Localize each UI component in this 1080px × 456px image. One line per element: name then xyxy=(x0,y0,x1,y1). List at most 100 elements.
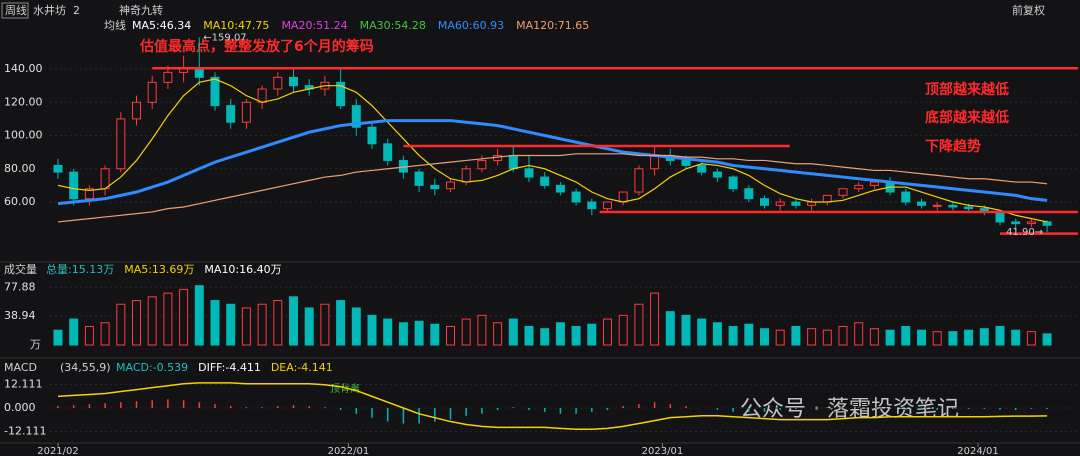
volume-title: 成交量 xyxy=(4,262,37,276)
adjust[interactable]: 前复权 xyxy=(1012,3,1045,17)
volume-bar xyxy=(555,322,565,346)
volume-bar xyxy=(226,303,236,346)
volume-bar xyxy=(697,318,707,346)
trough-label: 41.90→ xyxy=(1006,227,1043,238)
candle-body xyxy=(336,81,346,107)
annotation: 下降趋势 xyxy=(925,138,981,155)
volume-bar xyxy=(1026,331,1036,346)
x-tick-label: 2023/01 xyxy=(642,446,684,456)
candle-body xyxy=(555,184,565,193)
candle-body xyxy=(775,201,785,206)
volume-bar xyxy=(383,318,393,346)
y-tick-label: 12.111 xyxy=(4,378,43,391)
x-tick-label: 2021/02 xyxy=(37,446,79,456)
volume-bar xyxy=(241,307,251,346)
y-tick-label: 80.00 xyxy=(4,162,36,175)
volume-bar xyxy=(1042,333,1052,346)
volume-bar xyxy=(367,314,377,346)
candle-body xyxy=(273,76,283,90)
volume-bar xyxy=(163,292,173,346)
candle-body xyxy=(854,184,864,190)
volume-bar xyxy=(430,323,440,346)
volume-bar xyxy=(603,318,612,346)
candle-body xyxy=(53,164,63,173)
volume-bar xyxy=(650,292,660,346)
x-tick-label: 2022/01 xyxy=(328,446,370,456)
candle-body xyxy=(869,181,879,186)
ma-line xyxy=(57,78,1048,223)
volume-bar xyxy=(681,314,691,346)
y-tick-label: 77.88 xyxy=(4,280,36,293)
volume-bar xyxy=(461,318,471,346)
candle-body xyxy=(147,81,157,103)
period-box[interactable] xyxy=(1,2,29,19)
candle-body xyxy=(210,76,220,107)
volume-bar xyxy=(995,325,1005,346)
volume-bar xyxy=(571,325,581,346)
candle-body xyxy=(1011,221,1021,225)
count: 2 xyxy=(73,4,80,17)
ma-line xyxy=(57,119,1048,206)
indicator[interactable]: 神奇九转 xyxy=(119,3,163,17)
candle-body xyxy=(430,184,440,190)
stock-name: 水井坊 xyxy=(33,3,66,17)
volume-bar xyxy=(775,329,785,346)
candle-body xyxy=(760,198,769,206)
volume-bar xyxy=(508,318,518,346)
macd-legend: MACD:-0.539 xyxy=(116,361,188,374)
volume-bar xyxy=(210,300,220,346)
volume-bar xyxy=(587,323,597,346)
volume-bar xyxy=(398,322,408,346)
y-tick-label: 140.00 xyxy=(4,62,43,75)
ma-legend: MA120:71.65 xyxy=(516,19,589,32)
y-tick-label: -12.111 xyxy=(4,424,46,437)
candle-body xyxy=(744,188,754,200)
candle-body xyxy=(226,105,236,123)
candle-body xyxy=(69,171,79,200)
ma-legend: MA20:51.24 xyxy=(281,19,347,32)
volume-bar xyxy=(807,328,817,346)
volume-bar xyxy=(540,328,550,346)
volume-unit: 万 xyxy=(30,338,41,351)
candle-body xyxy=(540,176,550,186)
annotation: 估值最高点，整整发放了6个月的筹码 xyxy=(139,38,374,55)
annotation: 顶部越来越低 xyxy=(925,81,1009,98)
candle-body xyxy=(948,204,958,208)
candle-body xyxy=(1042,221,1052,226)
candle-body xyxy=(634,168,644,193)
volume-bar xyxy=(414,320,424,346)
candle-body xyxy=(414,171,424,186)
annotation: 底部越来越低 xyxy=(925,109,1009,126)
candle-body xyxy=(822,194,832,203)
candle-body xyxy=(728,176,738,190)
volume-bar xyxy=(869,328,879,346)
volume-bar xyxy=(132,300,141,346)
volume-bar xyxy=(712,322,722,346)
ma-legend: MA60:60.93 xyxy=(438,19,504,32)
volume-bar xyxy=(194,285,204,346)
volume-bar xyxy=(901,325,911,346)
candle-body xyxy=(351,105,361,128)
volume-bar xyxy=(493,322,503,346)
period[interactable]: 周线 xyxy=(5,3,27,17)
macd-params: (34,55,9) xyxy=(60,361,111,374)
volume-bar xyxy=(524,325,534,346)
volume-bar xyxy=(791,325,801,346)
volume-bar xyxy=(273,300,283,346)
candle-body xyxy=(446,181,455,190)
y-tick-label: 100.00 xyxy=(4,129,43,142)
volume-bar xyxy=(665,311,675,346)
candle-body xyxy=(1026,221,1036,225)
volume-bar xyxy=(69,318,79,346)
candle-body xyxy=(116,118,126,170)
volume-bar xyxy=(320,303,330,346)
candle-body xyxy=(289,76,298,87)
volume-bar xyxy=(1011,329,1021,346)
candle-body xyxy=(932,204,942,207)
candle-body xyxy=(132,101,141,120)
ma-line xyxy=(57,153,1048,223)
volume-bar xyxy=(838,325,848,346)
volume-bar xyxy=(760,328,769,346)
